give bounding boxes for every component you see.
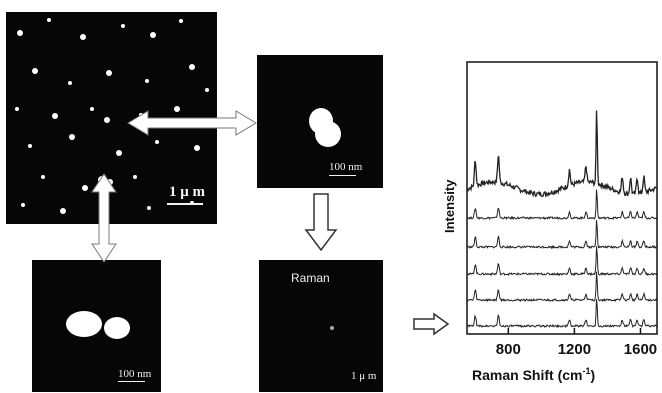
spectrum-line-2 bbox=[466, 189, 658, 221]
spectrum-line-6 bbox=[466, 298, 658, 329]
x-tick-label: 1200 bbox=[558, 341, 591, 358]
spectrum-plot-frame bbox=[466, 61, 658, 335]
afm-zoom-bottom-image: 100 nm bbox=[32, 260, 161, 392]
raman-spectrum-chart: 800 1200 1600 Intensity Raman Shift (cm-1) bbox=[442, 61, 658, 383]
double-arrow-vertical-icon bbox=[91, 173, 117, 263]
x-tick-label: 1600 bbox=[624, 341, 657, 358]
afm-zoom-bottom-scale-bar bbox=[118, 381, 145, 382]
afm-zoom-top-scale-label: 100 nm bbox=[329, 161, 363, 173]
raman-map-spot bbox=[330, 326, 334, 330]
x-axis-label-close: ) bbox=[590, 367, 595, 383]
spectrum-line-3 bbox=[466, 219, 657, 250]
afm-overview-scale-label: 1 μ m bbox=[169, 184, 205, 200]
x-tick-label: 800 bbox=[496, 341, 521, 358]
raman-map-scale-label: 1 μ m bbox=[351, 370, 377, 382]
raman-map-image: Raman 1 μ m bbox=[259, 260, 383, 392]
afm-overview-scale-bar bbox=[167, 203, 203, 205]
afm-zoom-bottom-particles bbox=[66, 311, 130, 339]
x-axis-label-main: Raman Shift (cm bbox=[472, 367, 582, 383]
y-axis-label: Intensity bbox=[442, 179, 457, 233]
down-arrow-icon bbox=[304, 193, 338, 252]
spectra-group bbox=[466, 110, 658, 329]
raman-map-title: Raman bbox=[291, 271, 330, 285]
tick-group: 800 1200 1600 bbox=[496, 328, 657, 358]
spectrum-line-4 bbox=[466, 246, 658, 277]
afm-zoom-bottom-scale-label: 100 nm bbox=[118, 368, 152, 380]
x-axis-label-sup: -1 bbox=[582, 366, 590, 376]
double-arrow-horizontal-icon bbox=[127, 110, 257, 136]
afm-zoom-top-particles bbox=[309, 108, 341, 147]
right-arrow-icon bbox=[413, 312, 450, 336]
spectrum-line-1 bbox=[466, 110, 657, 198]
afm-zoom-top-scale-bar bbox=[329, 175, 356, 176]
spectrum-line-5 bbox=[466, 271, 658, 303]
afm-zoom-top-image: 100 nm bbox=[257, 55, 383, 188]
afm-overview-particles bbox=[15, 18, 209, 214]
x-axis-label: Raman Shift (cm-1) bbox=[472, 366, 595, 383]
